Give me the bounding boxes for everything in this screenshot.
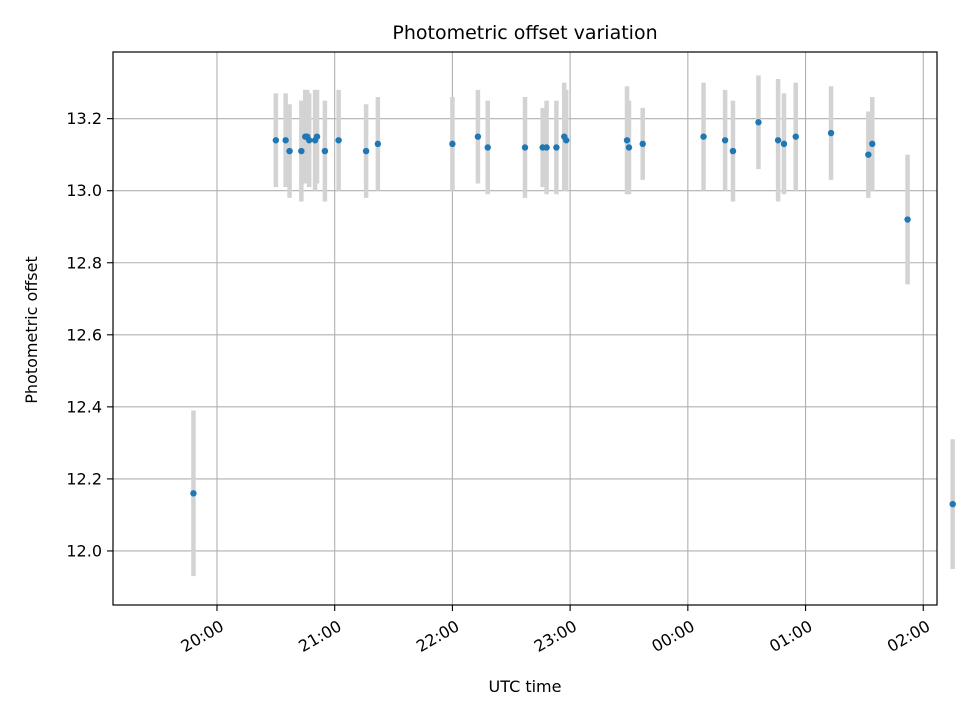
- data-point: [298, 147, 305, 155]
- y-tick-label: 12.8: [66, 253, 102, 272]
- data-point: [949, 500, 956, 508]
- data-point: [335, 137, 342, 144]
- data-point: [639, 140, 646, 148]
- data-point: [374, 140, 382, 148]
- data-point: [700, 133, 707, 140]
- data-point: [780, 140, 788, 148]
- data-point: [282, 137, 289, 144]
- data-point: [286, 147, 293, 155]
- data-point: [904, 216, 911, 223]
- data-point: [272, 137, 280, 144]
- data-point: [869, 140, 876, 148]
- data-point: [553, 144, 560, 151]
- y-tick-label: 13.0: [66, 181, 102, 200]
- data-point: [321, 147, 329, 155]
- data-point: [625, 144, 633, 151]
- y-tick-label: 13.2: [66, 109, 102, 128]
- data-point: [563, 137, 570, 144]
- data-points: [190, 119, 956, 508]
- chart-title: Photometric offset variation: [392, 22, 657, 44]
- data-point: [623, 137, 631, 144]
- data-point: [792, 133, 799, 140]
- data-point: [827, 129, 835, 137]
- y-tick-label: 12.0: [66, 541, 102, 560]
- data-point: [755, 119, 762, 126]
- data-point: [305, 137, 313, 144]
- data-point: [865, 151, 872, 158]
- data-point: [721, 137, 729, 144]
- data-point: [774, 137, 782, 144]
- data-point: [729, 147, 737, 155]
- data-point: [521, 144, 529, 151]
- data-point: [362, 147, 370, 155]
- data-point: [313, 133, 321, 140]
- data-point: [449, 140, 456, 148]
- data-point: [190, 490, 197, 497]
- data-point: [474, 133, 482, 140]
- data-point: [484, 144, 491, 151]
- y-axis-label: Photometric offset: [22, 256, 41, 404]
- y-tick-label: 12.4: [66, 397, 102, 416]
- y-tick-label: 12.6: [66, 325, 102, 344]
- plot-area-frame: [112, 51, 938, 606]
- x-axis-label: UTC time: [489, 677, 562, 696]
- y-tick-label: 12.2: [66, 469, 102, 488]
- data-point: [543, 144, 550, 151]
